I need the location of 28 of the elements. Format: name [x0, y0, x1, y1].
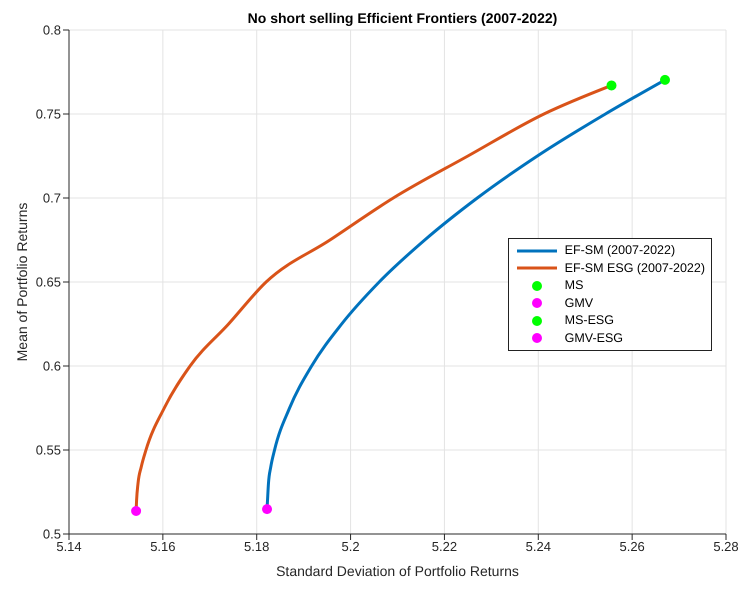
x-axis-title: Standard Deviation of Portfolio Returns [276, 563, 519, 579]
legend-label: EF-SM ESG (2007-2022) [564, 260, 705, 277]
y-tick-label: 0.5 [42, 526, 61, 542]
x-tick-label: 5.2 [342, 539, 360, 554]
point [131, 506, 142, 516]
y-tick-label: 0.55 [36, 442, 61, 458]
x-tick-label: 5.16 [150, 539, 176, 554]
legend-label: MS-ESG [564, 312, 614, 329]
legend-label: GMV [564, 294, 594, 312]
point [660, 74, 670, 85]
y-tick-label: 0.6 [42, 358, 61, 374]
x-tick-label: 5.26 [619, 539, 645, 554]
y-tick-label: 0.65 [36, 274, 61, 290]
y-tick-label: 0.7 [42, 190, 61, 206]
y-tick-label: 0.75 [36, 106, 61, 122]
x-tick-label: 5.14 [56, 539, 82, 554]
legend-label: GMV-ESG [564, 330, 623, 346]
legend-label: MS [564, 277, 584, 294]
x-tick-label: 5.24 [526, 539, 551, 554]
chart-title: No short selling Efficient Frontiers (2007-2022) [246, 10, 558, 26]
point [606, 80, 616, 90]
legend-label: EF-SM (2007-2022) [564, 242, 676, 259]
x-tick-label: 5.18 [244, 539, 270, 554]
y-tick-label: 0.8 [42, 22, 61, 38]
point [262, 504, 272, 514]
x-tick-label: 5.28 [713, 539, 739, 554]
y-axis-title: Mean of Portfolio Returns [14, 202, 30, 362]
x-tick-label: 5.22 [432, 539, 458, 554]
